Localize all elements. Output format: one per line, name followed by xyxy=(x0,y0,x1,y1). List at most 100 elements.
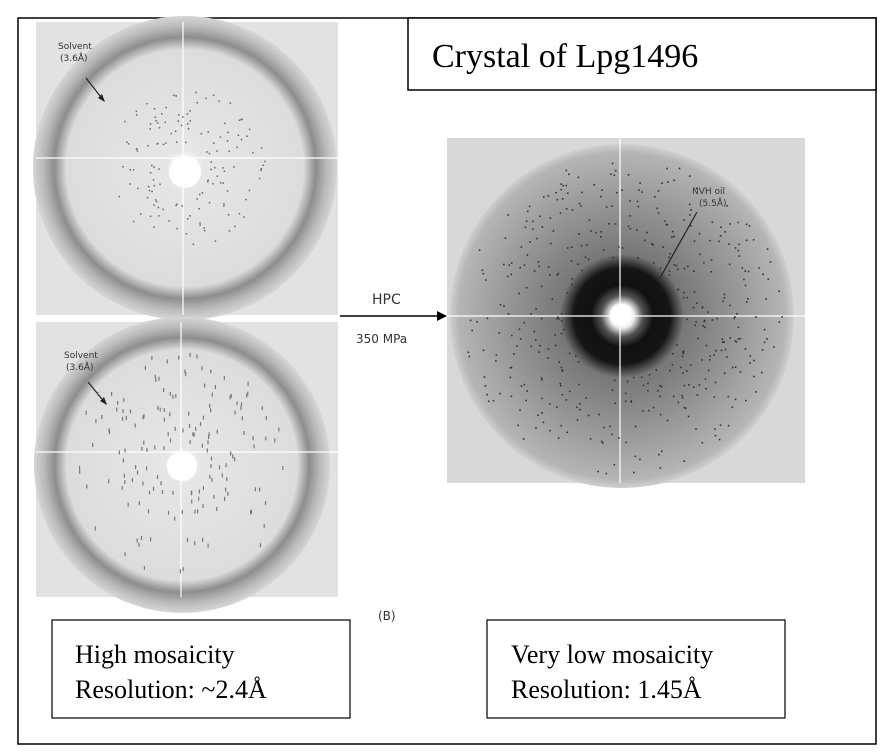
spot xyxy=(157,405,159,410)
spot xyxy=(560,332,563,335)
spot xyxy=(163,388,165,392)
spot xyxy=(252,151,254,154)
spot xyxy=(657,212,660,214)
spot xyxy=(680,366,682,369)
spot xyxy=(224,496,226,501)
spot xyxy=(155,200,158,203)
spot xyxy=(124,552,126,557)
spot xyxy=(672,395,675,398)
spot xyxy=(199,224,201,226)
spot xyxy=(578,383,580,386)
spot xyxy=(152,486,155,491)
spot xyxy=(228,230,231,232)
spot xyxy=(692,306,695,309)
spot xyxy=(192,432,194,437)
spot xyxy=(225,463,227,468)
spot xyxy=(536,237,538,240)
spot xyxy=(510,395,513,398)
spot xyxy=(230,393,232,398)
spot xyxy=(686,318,688,321)
spot xyxy=(724,348,727,351)
spot xyxy=(221,473,223,478)
spot xyxy=(652,244,655,246)
spot xyxy=(533,270,536,272)
spot xyxy=(185,372,187,377)
spot xyxy=(213,494,215,499)
spot xyxy=(186,537,189,542)
spot xyxy=(560,320,563,322)
spot xyxy=(265,415,267,420)
spot xyxy=(714,428,716,430)
spot xyxy=(739,371,742,373)
spot xyxy=(525,286,528,289)
spot xyxy=(161,490,164,494)
spot xyxy=(172,490,174,495)
spot xyxy=(778,321,781,323)
spot xyxy=(736,313,738,315)
spot xyxy=(123,398,125,403)
spot xyxy=(134,423,136,428)
spot xyxy=(655,369,658,371)
spot xyxy=(748,225,751,227)
spot xyxy=(218,465,221,470)
spot xyxy=(210,161,212,163)
spot xyxy=(162,208,164,211)
spot xyxy=(657,390,659,392)
spot xyxy=(476,320,478,323)
spot xyxy=(529,241,531,243)
spot xyxy=(538,351,540,353)
spot xyxy=(611,162,614,165)
spot xyxy=(745,399,747,402)
spot xyxy=(506,275,509,278)
spot xyxy=(747,298,749,300)
spot xyxy=(187,123,189,125)
spot xyxy=(654,196,656,198)
spot xyxy=(482,272,485,275)
spot xyxy=(140,213,142,215)
spot xyxy=(576,406,578,409)
spot xyxy=(727,395,730,398)
spot xyxy=(729,304,731,307)
spot xyxy=(92,443,94,447)
spot xyxy=(547,195,550,197)
spot xyxy=(705,387,707,390)
spot xyxy=(688,384,690,386)
annotation: Solvent xyxy=(64,351,98,361)
spot xyxy=(567,247,569,249)
spot xyxy=(565,399,568,401)
spot xyxy=(532,228,534,230)
spot xyxy=(693,270,695,272)
spot xyxy=(264,160,266,163)
spot xyxy=(158,168,160,170)
spot xyxy=(678,167,681,170)
spot xyxy=(602,249,605,251)
spot xyxy=(629,200,631,202)
spot xyxy=(240,406,242,411)
spot xyxy=(733,317,735,320)
spot xyxy=(226,140,229,142)
spot xyxy=(175,95,177,97)
spot xyxy=(122,409,124,414)
spot xyxy=(703,319,706,322)
spot xyxy=(195,426,197,431)
spot xyxy=(157,122,159,124)
spot xyxy=(707,311,709,313)
spot xyxy=(671,363,674,366)
spot xyxy=(524,226,527,229)
spot xyxy=(669,252,672,255)
spot xyxy=(763,328,766,331)
spot xyxy=(665,223,668,226)
spot xyxy=(148,490,151,495)
spot xyxy=(132,220,135,223)
spot xyxy=(586,244,588,246)
annotation: (3.6Å) xyxy=(60,52,88,64)
spot xyxy=(701,359,703,361)
spot xyxy=(753,359,755,362)
spot xyxy=(696,394,699,396)
spot xyxy=(579,402,581,405)
spot xyxy=(201,443,203,448)
spot xyxy=(129,183,131,185)
spot xyxy=(247,391,249,396)
spot xyxy=(495,360,497,362)
